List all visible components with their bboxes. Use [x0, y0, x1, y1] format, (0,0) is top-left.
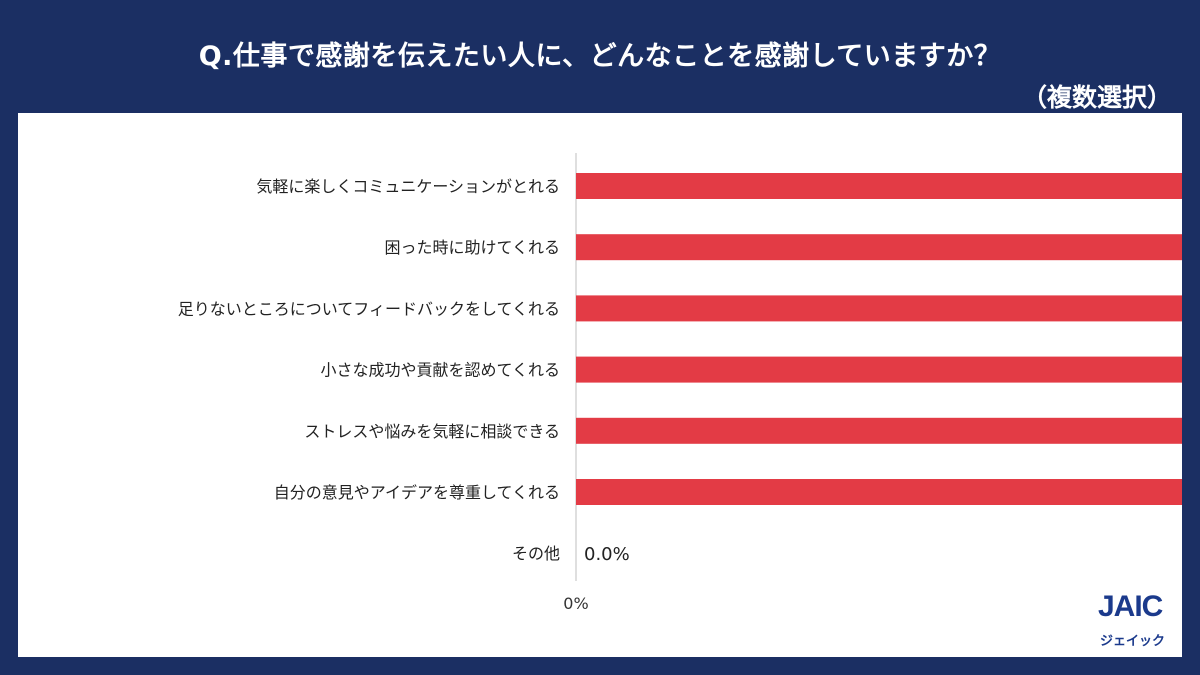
bar [576, 356, 1182, 383]
bar [576, 173, 1182, 199]
category-label: その他 [512, 544, 560, 563]
chart-panel: 0%10%20%30%40%50%60%70%気軽に楽しくコミュニケーションがと… [18, 113, 1182, 657]
category-label: ストレスや悩みを気軽に相談できる [304, 422, 560, 441]
bar [576, 417, 1182, 444]
bar [576, 479, 1182, 505]
logo-subtext: ジェイック [1100, 634, 1166, 649]
category-label: 困った時に助けてくれる [384, 238, 560, 257]
chart-title: Q.仕事で感謝を伝えたい人に、どんなことを感謝していますか？ [198, 41, 1002, 72]
category-label: 自分の意見やアイデアを尊重してくれる [274, 483, 560, 502]
bar [576, 234, 1182, 261]
bar-chart: 0%10%20%30%40%50%60%70%気軽に楽しくコミュニケーションがと… [178, 153, 1182, 613]
jaic-logo: JAIC ジェイック [1098, 590, 1178, 652]
logo-mark: JAIC [1098, 590, 1163, 623]
category-label: 気軽に楽しくコミュニケーションがとれる [256, 177, 560, 196]
x-tick-label: 0% [563, 594, 588, 613]
category-label: 足りないところについてフィードバックをしてくれる [178, 299, 560, 318]
chart-subtitle: （複数選択） [1021, 83, 1172, 112]
value-label: 0.0% [584, 544, 630, 565]
category-label: 小さな成功や貢献を認めてくれる [320, 361, 560, 380]
bar [576, 295, 1182, 322]
